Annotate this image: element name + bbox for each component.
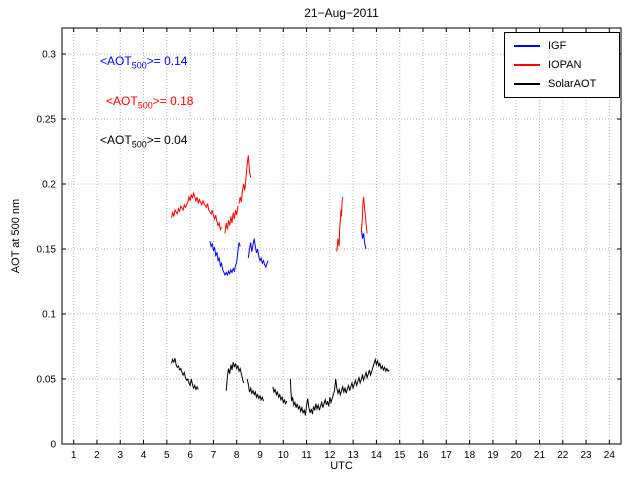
legend-label: SolarAOT — [548, 78, 597, 90]
mean-aot-annotation-solaraot: <AOT500>= 0.04 — [100, 133, 187, 149]
series-line-solaraot — [272, 386, 288, 406]
x-tick-label: 4 — [141, 450, 147, 461]
x-tick-label: 5 — [164, 450, 170, 461]
y-tick-label: 0.3 — [42, 50, 56, 61]
mean-aot-annotation-igf: <AOT500>= 0.14 — [100, 54, 187, 70]
annotation-text: <AOT — [100, 54, 132, 68]
series-line-igf — [247, 238, 269, 269]
axes-frame — [61, 27, 622, 445]
legend-item-igf: IGF — [514, 40, 610, 52]
legend-line-sample-iopan — [514, 64, 540, 66]
series-line-iopan — [171, 191, 222, 232]
series-line-solaraot — [225, 361, 245, 391]
x-tick-label: 23 — [581, 450, 593, 461]
y-axis-label: AOT at 500 nm — [10, 198, 22, 274]
annotation-subscript: 500 — [131, 139, 147, 150]
x-tick-label: 20 — [511, 450, 523, 461]
legend-item-iopan: IOPAN — [514, 59, 610, 71]
x-tick-label: 13 — [348, 450, 360, 461]
x-tick-label: 18 — [464, 450, 476, 461]
annotation-subscript: 500 — [131, 60, 147, 71]
y-tick-label: 0 — [50, 440, 56, 451]
x-tick-label: 6 — [187, 450, 193, 461]
y-tick-label: 0.25 — [37, 115, 57, 126]
series-line-igf — [209, 241, 241, 277]
x-tick-label: 11 — [301, 450, 312, 461]
x-tick-label: 15 — [394, 450, 406, 461]
y-tick-label: 0.15 — [37, 245, 57, 256]
series-line-solaraot — [289, 357, 390, 416]
x-tick-label: 2 — [94, 450, 100, 461]
legend-item-solaraot: SolarAOT — [514, 78, 610, 90]
y-tick-label: 0.1 — [42, 310, 56, 321]
series-line-igf — [360, 228, 367, 250]
x-tick-label: 17 — [441, 450, 453, 461]
series-line-iopan — [360, 196, 368, 234]
x-tick-label: 8 — [234, 450, 240, 461]
annotation-text: >= 0.14 — [146, 54, 188, 68]
x-tick-label: 1 — [71, 450, 77, 461]
legend-label: IOPAN — [548, 59, 582, 71]
x-tick-label: 12 — [324, 450, 336, 461]
legend-line-sample-igf — [514, 45, 540, 47]
x-tick-label: 7 — [211, 450, 217, 461]
annotation-text: >= 0.18 — [152, 94, 194, 108]
y-tick-label: 0.2 — [42, 180, 56, 191]
series-line-iopan — [238, 155, 252, 204]
series-line-solaraot — [171, 358, 199, 391]
x-tick-label: 21 — [534, 450, 546, 461]
series-line-solaraot — [246, 378, 264, 402]
legend-line-sample-solaraot — [514, 83, 540, 85]
x-tick-label: 24 — [604, 450, 616, 461]
x-tick-label: 14 — [371, 450, 383, 461]
x-tick-label: 10 — [278, 450, 290, 461]
x-tick-label: 16 — [417, 450, 429, 461]
legend-label: IGF — [548, 40, 567, 52]
annotation-text: >= 0.04 — [146, 133, 188, 147]
chart-title: 21−Aug−2011 — [304, 6, 379, 20]
series-line-iopan — [224, 206, 239, 234]
mean-aot-annotation-iopan: <AOT500>= 0.18 — [106, 94, 193, 110]
annotation-text: <AOT — [100, 133, 132, 147]
series-line-iopan — [336, 196, 344, 252]
x-tick-label: 19 — [487, 450, 499, 461]
x-axis-label: UTC — [330, 460, 353, 472]
x-tick-label: 3 — [117, 450, 123, 461]
annotation-text: <AOT — [106, 94, 138, 108]
x-tick-label: 9 — [257, 450, 263, 461]
x-tick-label: 22 — [557, 450, 569, 461]
annotation-subscript: 500 — [137, 100, 153, 111]
y-tick-label: 0.05 — [37, 375, 57, 386]
legend: IGF IOPAN SolarAOT — [504, 32, 620, 98]
